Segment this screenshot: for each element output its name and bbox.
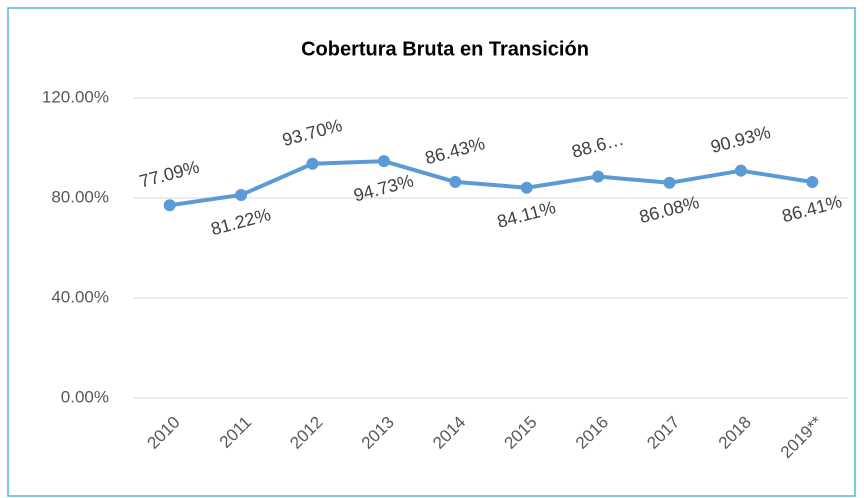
- chart-frame: [7, 7, 856, 497]
- point: [806, 175, 819, 188]
- point: [734, 164, 747, 177]
- point: [163, 199, 176, 212]
- y-tick-label: 80.00%: [51, 187, 109, 206]
- y-tick-label: 40.00%: [51, 287, 109, 306]
- chart-title: Cobertura Bruta en Transición: [301, 38, 589, 60]
- y-tick-label: 0.00%: [61, 387, 109, 406]
- point: [663, 176, 676, 189]
- y-tick-label: 120.00%: [42, 87, 109, 106]
- point: [592, 170, 605, 183]
- point: [377, 155, 390, 168]
- point: [449, 175, 462, 188]
- point: [306, 157, 319, 170]
- point: [520, 181, 533, 194]
- point: [235, 188, 248, 201]
- line: [169, 159, 813, 208]
